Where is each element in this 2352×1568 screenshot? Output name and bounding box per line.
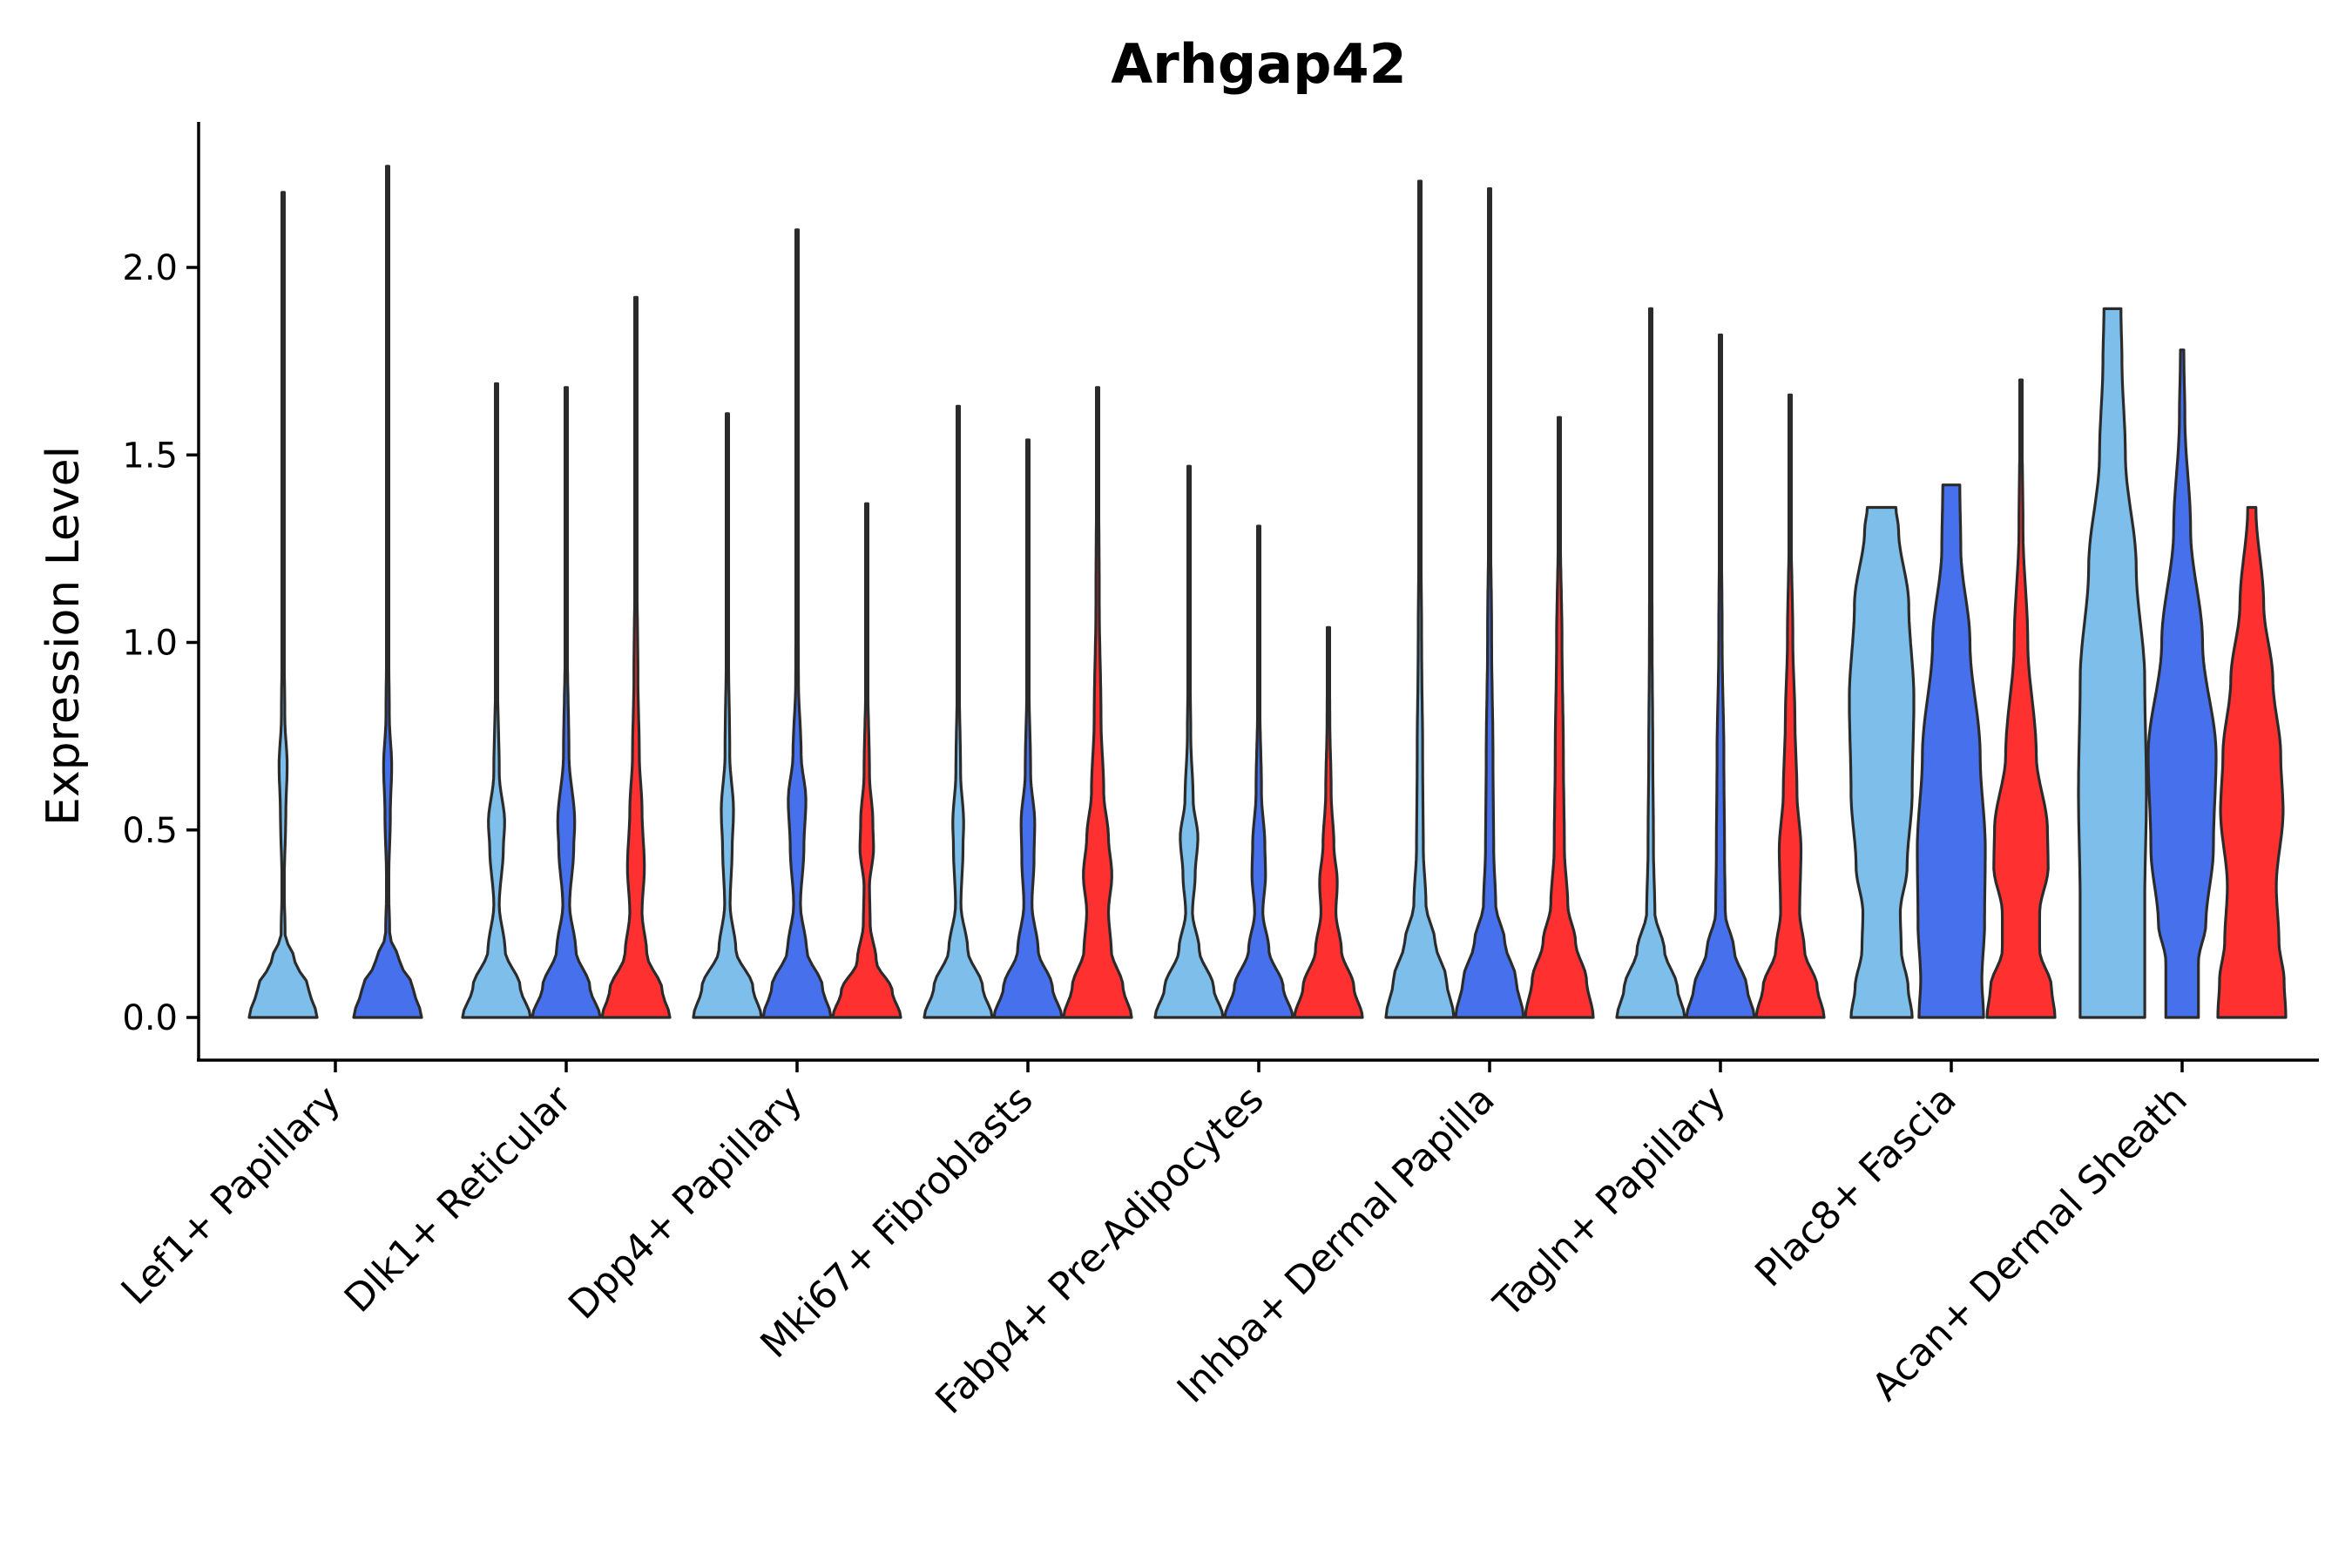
y-tick-label: 1.5 [122,436,178,476]
violin-light-blue [1384,179,1456,1019]
violin-blue [992,438,1064,1019]
y-tick-label: 0.5 [122,811,178,851]
violin-layer [247,165,2288,1019]
y-tick-label: 0.0 [122,998,178,1038]
x-tick-label: Lef1+ Papillary [113,1078,349,1314]
violin-red [1985,378,2057,1019]
x-tick-label: Tagln+ Papillary [1485,1078,1734,1327]
violin-light-blue [1153,464,1225,1019]
violin-light-blue [247,191,319,1019]
x-tick-label: Dlk1+ Reticular [336,1077,581,1321]
y-axis-ticks: 0.0 0.5 1.0 1.5 2.0 [122,248,199,1038]
x-tick-label: Plac8+ Fascia [1747,1078,1965,1296]
violin-red [831,502,902,1019]
violin-red [1062,386,1133,1019]
violin-red [1524,416,1595,1019]
y-tick-label: 1.0 [122,624,178,664]
violin-red [600,295,672,1019]
violin-blue [2146,348,2218,1019]
violin-light-blue [1615,307,1686,1019]
violin-light-blue [692,412,763,1019]
violin-blue [352,165,423,1019]
violin-blue [1454,187,1525,1019]
violin-light-blue [2077,307,2148,1019]
chart-title: Arhgap42 [1111,32,1407,96]
violin-blue [1223,524,1294,1019]
violin-blue [531,386,602,1019]
violin-red [1293,625,1364,1019]
violin-blue [1916,483,1987,1019]
y-tick-label: 2.0 [122,248,178,288]
violin-light-blue [1848,505,1916,1019]
violin-blue [761,228,833,1019]
violin-red [2216,505,2288,1019]
violin-blue [1685,333,1756,1019]
x-tick-label: Dpp4+ Papillary [560,1078,811,1328]
violin-light-blue [923,404,994,1019]
violin-light-blue [461,382,532,1019]
violin-red [1754,393,1826,1019]
y-axis-label: Expression Level [37,446,90,826]
